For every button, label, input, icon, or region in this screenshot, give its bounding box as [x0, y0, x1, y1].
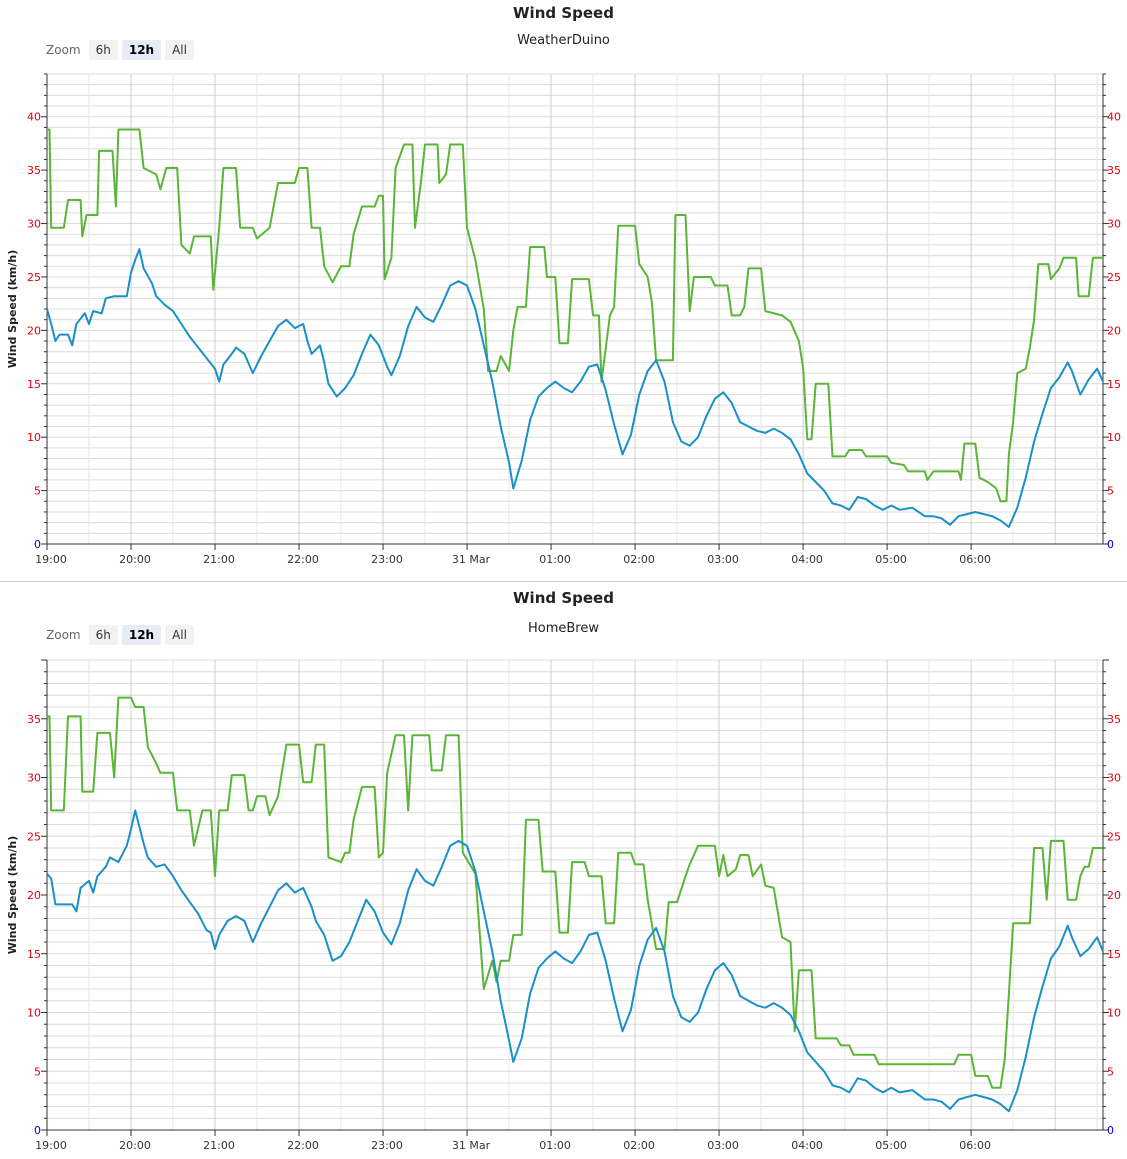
- x-tick-label: 02:00: [623, 1139, 655, 1152]
- x-tick-label: 23:00: [371, 1139, 403, 1152]
- y-tick-label-right: 10: [1107, 1007, 1121, 1020]
- zoom-label: Zoom: [46, 43, 81, 57]
- y-tick-label-left: 25: [27, 271, 41, 284]
- x-tick-label: 02:00: [623, 553, 655, 566]
- y-tick-label-right: 5: [1107, 485, 1114, 498]
- y-tick-label-left: 15: [27, 948, 41, 961]
- zoom-controls: Zoom 6h 12h All: [46, 40, 194, 60]
- y-tick-label-left: 35: [27, 713, 41, 726]
- y-axis-title: Wind Speed (km/h): [6, 836, 19, 955]
- y-tick-label-right: 25: [1107, 830, 1121, 843]
- chart-title: Wind Speed: [513, 4, 614, 22]
- zoom-controls: Zoom 6h 12h All: [46, 625, 194, 645]
- y-tick-label-right: 20: [1107, 324, 1121, 337]
- y-tick-label-right: 35: [1107, 713, 1121, 726]
- y-tick-label-right: 30: [1107, 218, 1121, 231]
- chart-subtitle: WeatherDuino: [517, 33, 610, 48]
- x-tick-label: 31 Mar: [452, 553, 491, 566]
- y-tick-label-left: 35: [27, 164, 41, 177]
- x-tick-label: 21:00: [203, 553, 235, 566]
- series-line-gust: [47, 696, 1103, 1089]
- y-tick-label-right: 35: [1107, 164, 1121, 177]
- y-tick-label-left: 20: [27, 889, 41, 902]
- zoom-all-button[interactable]: All: [165, 40, 194, 60]
- y-tick-label-right: 15: [1107, 378, 1121, 391]
- series-line-speed: [46, 809, 1104, 1113]
- y-tick-label-right: 40: [1107, 111, 1121, 124]
- series-line-gust: [47, 128, 1103, 503]
- x-tick-label: 21:00: [203, 1139, 235, 1152]
- panel-divider: [0, 581, 1127, 582]
- x-tick-label: 20:00: [119, 1139, 151, 1152]
- y-tick-label-left: 25: [27, 830, 41, 843]
- y-tick-label-right: 5: [1107, 1065, 1114, 1078]
- x-tick-label: 04:00: [791, 1139, 823, 1152]
- y-tick-label-left: 5: [34, 1065, 41, 1078]
- x-tick-label: 22:00: [287, 1139, 319, 1152]
- y-axis-title: Wind Speed (km/h): [6, 250, 19, 369]
- y-tick-label-left: 15: [27, 378, 41, 391]
- chart-panel-weatherduino: Wind Speed WeatherDuino Zoom 6h 12h All …: [0, 0, 1127, 581]
- x-tick-label: 01:00: [539, 1139, 571, 1152]
- y-tick-label-left: 30: [27, 218, 41, 231]
- series-line-speed: [46, 248, 1104, 528]
- y-tick-label-left: 40: [27, 111, 41, 124]
- y-tick-label-right: 15: [1107, 948, 1121, 961]
- y-tick-label-right: 25: [1107, 271, 1121, 284]
- x-tick-label: 05:00: [875, 553, 907, 566]
- y-tick-label-left: 30: [27, 772, 41, 785]
- x-tick-label: 19:00: [35, 1139, 67, 1152]
- zoom-6h-button[interactable]: 6h: [88, 625, 118, 645]
- x-tick-label: 31 Mar: [452, 1139, 491, 1152]
- x-tick-label: 19:00: [35, 553, 67, 566]
- y-tick-label-left: 0: [34, 1124, 41, 1137]
- zoom-6h-button[interactable]: 6h: [88, 40, 118, 60]
- x-tick-label: 03:00: [707, 553, 739, 566]
- y-tick-label-left: 10: [27, 1007, 41, 1020]
- chart-subtitle: HomeBrew: [528, 621, 599, 636]
- zoom-12h-button[interactable]: 12h: [121, 625, 162, 645]
- y-tick-label-left: 20: [27, 324, 41, 337]
- x-tick-label: 01:00: [539, 553, 571, 566]
- chart-panel-homebrew: Wind Speed HomeBrew Zoom 6h 12h All 0 0 5 5…: [0, 582, 1127, 1159]
- y-tick-label-right: 10: [1107, 431, 1121, 444]
- y-tick-label-right: 0: [1107, 538, 1114, 551]
- x-tick-label: 06:00: [959, 553, 991, 566]
- x-tick-label: 22:00: [287, 553, 319, 566]
- y-tick-label-left: 10: [27, 431, 41, 444]
- x-tick-label: 23:00: [371, 553, 403, 566]
- y-tick-label-left: 0: [34, 538, 41, 551]
- x-tick-label: 20:00: [119, 553, 151, 566]
- x-tick-label: 03:00: [707, 1139, 739, 1152]
- x-tick-label: 05:00: [875, 1139, 907, 1152]
- zoom-12h-button[interactable]: 12h: [121, 40, 162, 60]
- x-tick-label: 06:00: [959, 1139, 991, 1152]
- wind-speed-chart-homebrew[interactable]: 0 0 5 5 10 10 15 15 20 20 25 25 30 30 35 35 Wind Speed (…: [0, 582, 1127, 1159]
- y-tick-label-right: 20: [1107, 889, 1121, 902]
- y-tick-label-left: 5: [34, 485, 41, 498]
- zoom-all-button[interactable]: All: [165, 625, 194, 645]
- x-tick-label: 04:00: [791, 553, 823, 566]
- y-tick-label-right: 0: [1107, 1124, 1114, 1137]
- zoom-label: Zoom: [46, 628, 81, 642]
- y-tick-label-right: 30: [1107, 772, 1121, 785]
- chart-title: Wind Speed: [513, 589, 614, 607]
